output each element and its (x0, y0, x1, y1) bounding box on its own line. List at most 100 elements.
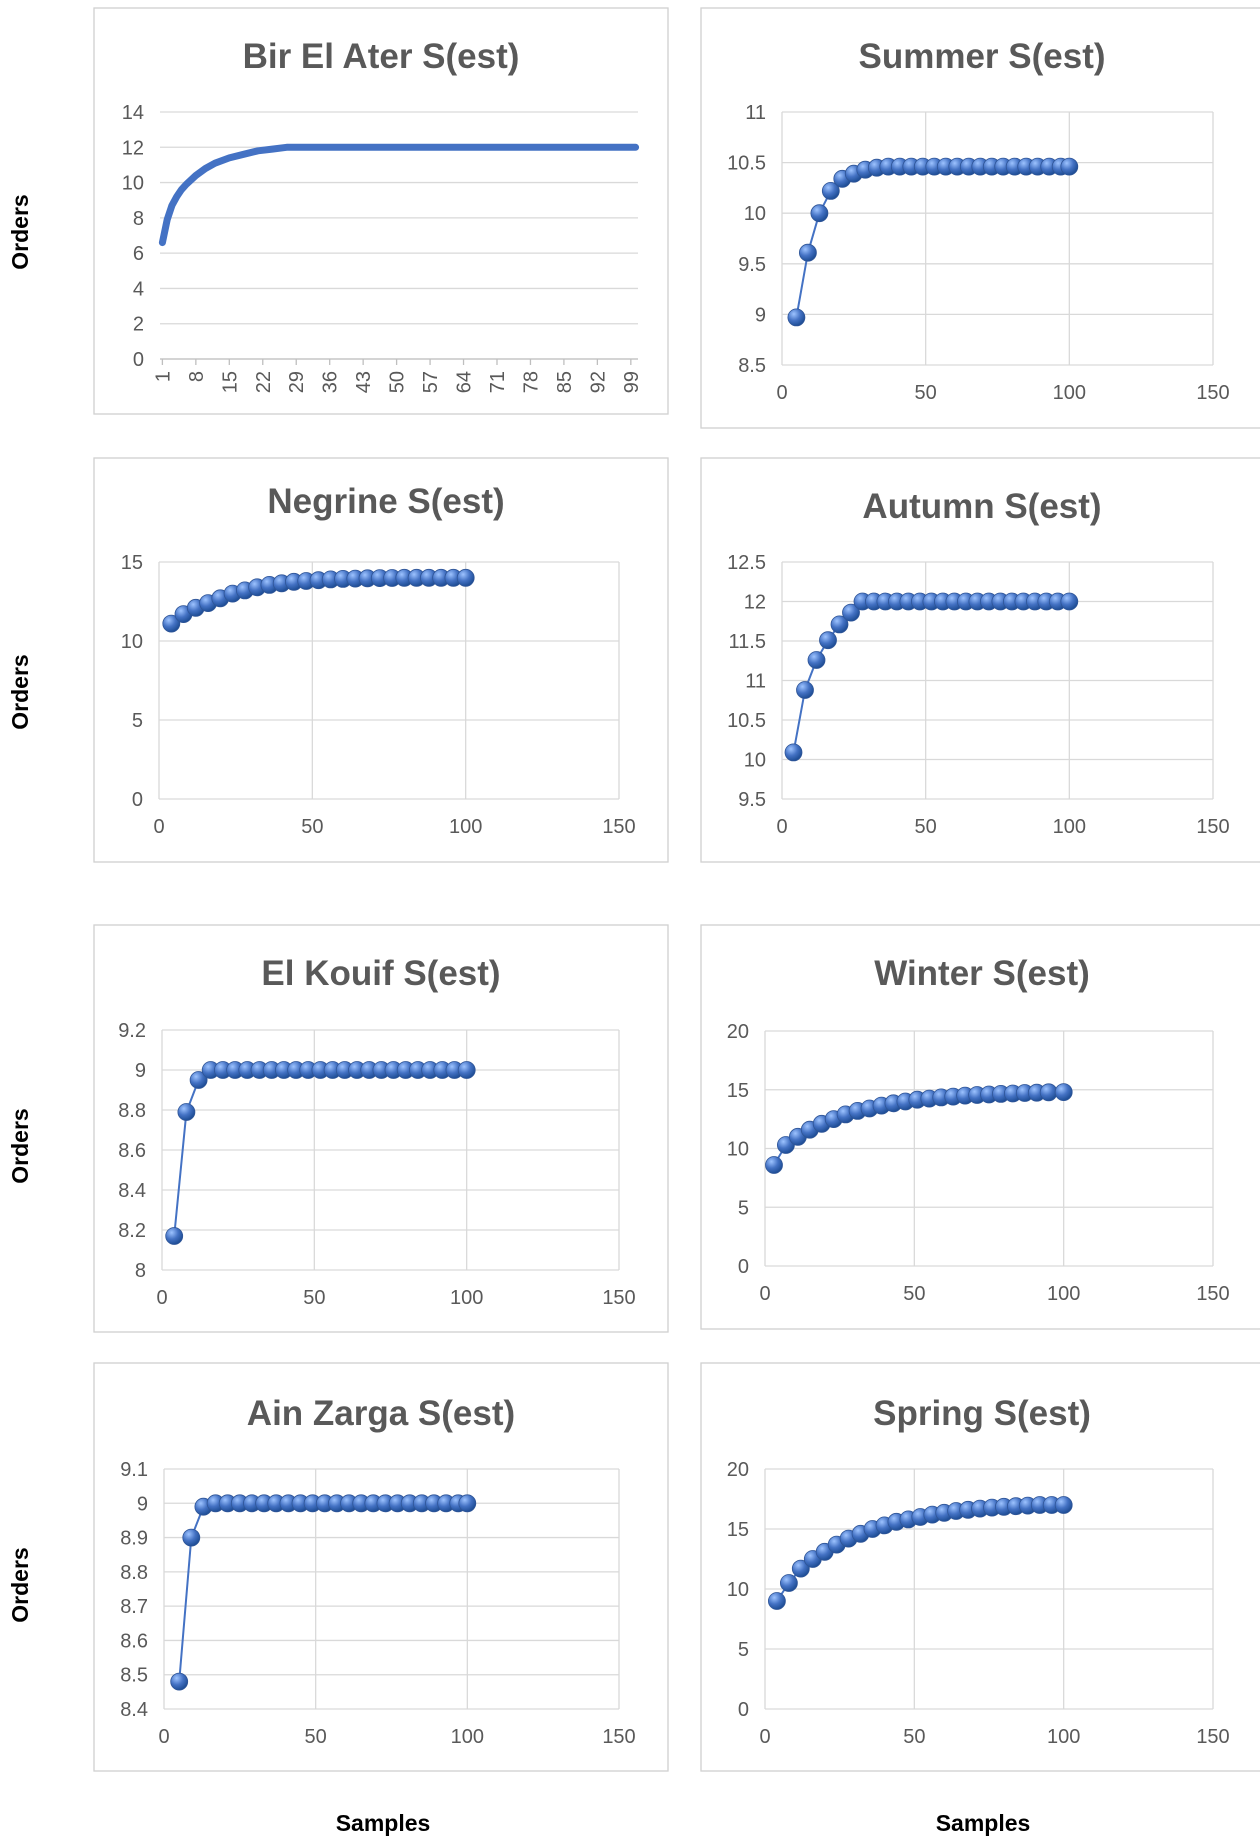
chart-panel-frame (700, 7, 1260, 429)
x-tick-label: 50 (387, 371, 409, 393)
y-tick-label: 11.5 (729, 631, 766, 653)
y-tick-label: 9 (137, 1493, 148, 1515)
x-tick-label: 22 (253, 371, 275, 393)
data-point (807, 651, 826, 669)
plot-2: 8.5 9 9.5 10 10.5 11 0 50 100 150 (727, 102, 1230, 404)
x-tick-label: 15 (219, 371, 241, 393)
data-point (170, 1672, 189, 1691)
x-tick-label: 43 (353, 371, 375, 393)
plot-5: 8 8.2 8.4 8.6 8.8 9 9.2 0 50 100 150 (118, 1020, 636, 1309)
data-point (189, 1071, 208, 1089)
x-tick-label: 50 (301, 816, 323, 838)
plot-1: 0 2 4 6 8 10 12 14 1 8 15 22 29 36 43 50 57 64 71 78 85 92 99 (122, 102, 643, 393)
y-tick-label: 10 (744, 203, 766, 225)
y-tick-label: 5 (738, 1197, 749, 1219)
y-tick-label: 11 (745, 671, 766, 693)
y-axis-label: Orders (7, 1547, 33, 1622)
data-point (784, 743, 803, 762)
data-point (1054, 1496, 1073, 1514)
chart-panel-4: Autumn S(est) (700, 457, 1260, 863)
x-tick-label: 0 (776, 816, 787, 838)
y-tick-label: 4 (133, 278, 144, 300)
data-point (821, 181, 840, 200)
y-tick-label: 8.8 (118, 1100, 146, 1122)
y-axis-label: Orders (7, 1108, 33, 1183)
x-tick-label: 100 (1053, 816, 1086, 838)
x-tick-label: 100 (1053, 382, 1086, 404)
x-tick-label: 100 (1047, 1283, 1080, 1305)
chart-panel-3: Negrine S(est) (93, 457, 669, 863)
data-point (810, 204, 829, 223)
y-tick-label: 12.5 (727, 552, 766, 574)
x-tick-label: 150 (1196, 1726, 1229, 1748)
x-tick-label: 36 (320, 371, 342, 393)
x-tick-label: 50 (303, 1287, 325, 1309)
data-point (456, 568, 475, 587)
y-tick-label: 9 (755, 304, 766, 326)
y-tick-label: 5 (738, 1639, 749, 1661)
data-point (457, 1061, 476, 1079)
data-point (177, 1103, 196, 1121)
y-tick-label: 14 (122, 102, 144, 124)
y-axis-label: Orders (7, 194, 33, 269)
chart-panel-7: Ain Zarga S(est) (93, 1362, 669, 1772)
x-tick-label: 150 (1196, 1283, 1229, 1305)
x-tick-label: 150 (602, 816, 635, 838)
y-tick-label: 8.2 (118, 1220, 146, 1242)
y-tick-label: 5 (132, 710, 143, 732)
x-axis-label: Samples (936, 1810, 1031, 1836)
chart-panel-5: El Kouif S(est) (93, 924, 669, 1333)
y-tick-label: 10 (122, 173, 144, 195)
y-tick-label: 10 (727, 1579, 749, 1601)
data-point (830, 615, 849, 634)
chart-panel-frame (93, 924, 669, 1333)
y-tick-label: 15 (727, 1080, 749, 1102)
x-tick-label: 100 (1047, 1726, 1080, 1748)
data-point (787, 308, 806, 327)
y-tick-label: 9.5 (738, 254, 766, 276)
x-tick-label: 50 (915, 816, 937, 838)
y-tick-label: 8.4 (118, 1180, 146, 1202)
x-tick-label: 0 (153, 816, 164, 838)
y-tick-label: 8.8 (120, 1562, 148, 1584)
data-point (182, 1528, 201, 1547)
chart-title: Bir El Ater S(est) (243, 37, 520, 76)
x-tick-label: 8 (186, 371, 208, 382)
y-axis-label: Orders (7, 654, 33, 729)
y-tick-label: 8.5 (120, 1665, 148, 1687)
y-tick-label: 0 (738, 1256, 749, 1278)
x-tick-label: 1 (152, 371, 174, 382)
chart-panel-1: Bir El Ater S(est) (93, 7, 669, 415)
y-tick-label: 2 (133, 314, 144, 336)
plot-6: 0 5 10 15 20 0 50 100 150 (727, 1021, 1230, 1305)
y-tick-label: 12 (122, 137, 144, 159)
data-point (842, 603, 860, 622)
plot-4: 9.5 10 10.5 11 11.5 12 12.5 0 50 100 150 (727, 552, 1230, 838)
x-tick-label: 150 (1196, 816, 1229, 838)
chart-title: Ain Zarga S(est) (247, 1394, 515, 1433)
chart-title: Winter S(est) (874, 954, 1090, 993)
y-tick-label: 10.5 (727, 710, 766, 732)
data-point (765, 1156, 783, 1174)
chart-title: Autumn S(est) (862, 487, 1101, 526)
y-tick-label: 10 (121, 631, 143, 653)
x-tick-label: 150 (602, 1726, 635, 1748)
x-tick-label: 71 (487, 371, 509, 393)
x-tick-label: 29 (286, 371, 308, 393)
x-tick-label: 92 (587, 371, 609, 393)
x-tick-label: 0 (759, 1283, 770, 1305)
chart-panel-6: Winter S(est) (700, 924, 1260, 1330)
x-tick-label: 50 (903, 1283, 925, 1305)
y-tick-label: 8.9 (120, 1528, 148, 1550)
x-tick-label: 100 (451, 1726, 484, 1748)
y-tick-label: 8 (133, 208, 144, 230)
y-tick-label: 9.2 (118, 1020, 146, 1042)
x-tick-label: 64 (454, 371, 476, 393)
chart-title: Negrine S(est) (267, 482, 504, 521)
x-tick-label: 57 (420, 371, 442, 393)
y-tick-label: 20 (727, 1459, 749, 1481)
x-tick-label: 0 (156, 1287, 167, 1309)
y-tick-label: 8 (135, 1260, 146, 1282)
data-point (1060, 157, 1079, 176)
